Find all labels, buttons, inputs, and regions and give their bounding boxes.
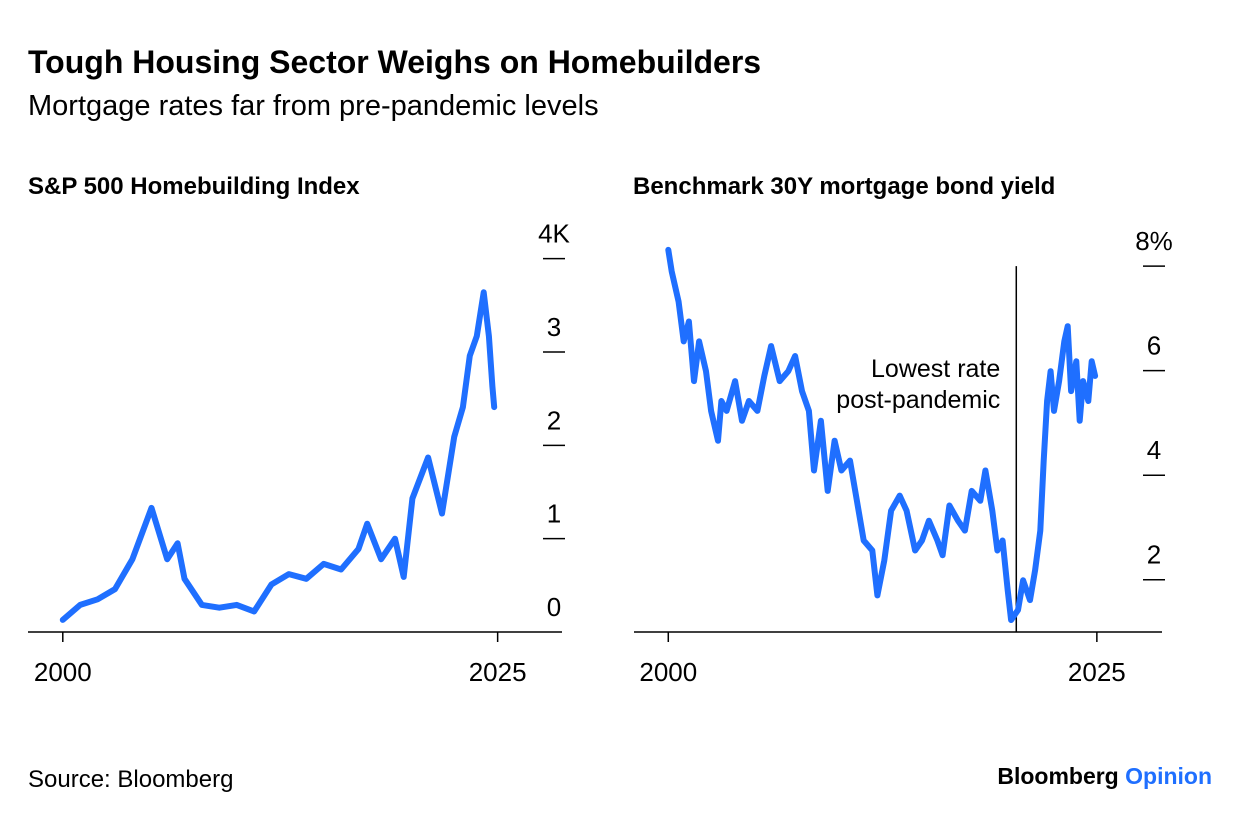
source: Source: Bloomberg (28, 766, 233, 793)
y-tick-label: 6 (1147, 331, 1161, 361)
brand-product: Opinion (1125, 763, 1212, 789)
y-tick-label: 4 (1147, 435, 1161, 465)
title: Tough Housing Sector Weighs on Homebuild… (28, 44, 761, 80)
y-tick-label: 3 (547, 312, 561, 342)
y-tick-label: 8% (1135, 226, 1173, 256)
y-tick-label: 0 (547, 592, 561, 622)
x-tick-label: 2025 (469, 657, 527, 687)
subtitle: Mortgage rates far from pre-pandemic lev… (28, 90, 599, 122)
data-line (59, 289, 498, 623)
annotation-text: Lowest rate (871, 355, 1000, 383)
brand: Bloomberg Opinion (997, 763, 1212, 789)
x-tick-label: 2000 (34, 657, 92, 687)
annotation-text: post-pandemic (836, 386, 1000, 414)
y-tick-label: 2 (547, 405, 561, 435)
y-tick-label: 1 (547, 499, 561, 529)
y-tick-label: 2 (1147, 540, 1161, 570)
chart-title: S&P 500 Homebuilding Index (28, 173, 360, 200)
brand-name: Bloomberg (997, 763, 1118, 789)
chart-title: Benchmark 30Y mortgage bond yield (633, 173, 1055, 200)
data-line (665, 246, 1099, 623)
y-tick-label: 4K (538, 219, 570, 249)
x-tick-label: 2025 (1068, 657, 1126, 687)
x-tick-label: 2000 (639, 657, 697, 687)
